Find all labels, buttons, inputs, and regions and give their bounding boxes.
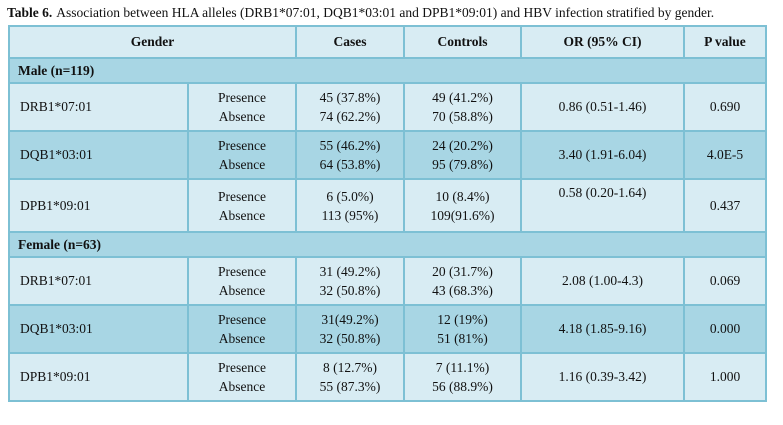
- presence-absence-cell: Presence Absence: [187, 256, 297, 307]
- allele-cell: DQB1*03:01: [8, 304, 189, 355]
- header-cases: Cases: [295, 25, 405, 60]
- cases-cell: 6 (5.0%) 113 (95%): [295, 178, 405, 234]
- table-row-male-dpb1: DPB1*09:01 Presence Absence 6 (5.0%) 113…: [8, 178, 767, 234]
- presence-label: Presence: [218, 264, 266, 280]
- header-controls: Controls: [403, 25, 522, 60]
- cases-absence-value: 32 (50.8%): [319, 331, 381, 347]
- or-cell: 0.86 (0.51-1.46): [520, 82, 685, 133]
- controls-presence-value: 7 (11.1%): [435, 360, 490, 376]
- cases-presence-value: 45 (37.8%): [319, 90, 381, 106]
- absence-label: Absence: [218, 283, 266, 299]
- header-or-ci: OR (95% CI): [520, 25, 685, 60]
- controls-cell: 20 (31.7%) 43 (68.3%): [403, 256, 522, 307]
- absence-label: Absence: [218, 157, 266, 173]
- p-value-cell: 4.0E-5: [683, 130, 767, 181]
- table-row-female-drb1: DRB1*07:01 Presence Absence 31 (49.2%) 3…: [8, 256, 767, 307]
- controls-cell: 12 (19%) 51 (81%): [403, 304, 522, 355]
- or-cell: 4.18 (1.85-9.16): [520, 304, 685, 355]
- controls-cell: 24 (20.2%) 95 (79.8%): [403, 130, 522, 181]
- controls-presence-value: 49 (41.2%): [432, 90, 493, 106]
- controls-cell: 10 (8.4%) 109(91.6%): [403, 178, 522, 234]
- presence-label: Presence: [218, 360, 266, 376]
- table-row-female-dqb1: DQB1*03:01 Presence Absence 31(49.2%) 32…: [8, 304, 767, 355]
- cases-cell: 45 (37.8%) 74 (62.2%): [295, 82, 405, 133]
- header-p-value: P value: [683, 25, 767, 60]
- allele-cell: DRB1*07:01: [8, 256, 189, 307]
- controls-presence-value: 24 (20.2%): [432, 138, 493, 154]
- controls-absence-value: 51 (81%): [437, 331, 488, 347]
- table-header-row: Gender Cases Controls OR (95% CI) P valu…: [8, 25, 767, 60]
- cases-absence-value: 113 (95%): [321, 207, 379, 223]
- absence-label: Absence: [218, 109, 266, 125]
- table-row-male-dqb1: DQB1*03:01 Presence Absence 55 (46.2%) 6…: [8, 130, 767, 181]
- p-value-cell: 0.069: [683, 256, 767, 307]
- cases-absence-value: 55 (87.3%): [319, 379, 381, 395]
- table-row-female-dpb1: DPB1*09:01 Presence Absence 8 (12.7%) 55…: [8, 352, 767, 403]
- cases-cell: 31(49.2%) 32 (50.8%): [295, 304, 405, 355]
- presence-absence-cell: Presence Absence: [187, 82, 297, 133]
- table-caption-number: Table 6.: [7, 5, 53, 20]
- presence-absence-cell: Presence Absence: [187, 352, 297, 403]
- p-value-cell: 0.000: [683, 304, 767, 355]
- or-cell: 0.58 (0.20-1.64): [520, 178, 685, 234]
- controls-presence-value: 10 (8.4%): [435, 188, 490, 204]
- presence-label: Presence: [218, 312, 266, 328]
- cases-presence-value: 31(49.2%): [321, 312, 379, 328]
- controls-absence-value: 95 (79.8%): [432, 157, 493, 173]
- section-row-female: Female (n=63): [8, 231, 767, 259]
- absence-label: Absence: [218, 331, 266, 347]
- absence-label: Absence: [218, 207, 266, 223]
- presence-absence-cell: Presence Absence: [187, 304, 297, 355]
- table-row-male-drb1: DRB1*07:01 Presence Absence 45 (37.8%) 7…: [8, 82, 767, 133]
- hla-hbv-association-table: Gender Cases Controls OR (95% CI) P valu…: [8, 25, 767, 403]
- p-value-cell: 0.690: [683, 82, 767, 133]
- controls-absence-value: 43 (68.3%): [432, 283, 493, 299]
- allele-cell: DPB1*09:01: [8, 178, 189, 234]
- presence-label: Presence: [218, 188, 266, 204]
- allele-cell: DQB1*03:01: [8, 130, 189, 181]
- cases-absence-value: 74 (62.2%): [319, 109, 381, 125]
- controls-absence-value: 109(91.6%): [430, 207, 495, 223]
- header-gender: Gender: [8, 25, 297, 60]
- cases-presence-value: 31 (49.2%): [319, 264, 381, 280]
- controls-absence-value: 70 (58.8%): [432, 109, 493, 125]
- or-cell: 3.40 (1.91-6.04): [520, 130, 685, 181]
- cases-presence-value: 8 (12.7%): [323, 360, 377, 376]
- section-row-male: Male (n=119): [8, 57, 767, 85]
- table-caption: Table 6. Association between HLA alleles …: [0, 0, 782, 25]
- allele-cell: DPB1*09:01: [8, 352, 189, 403]
- controls-absence-value: 56 (88.9%): [432, 379, 493, 395]
- controls-presence-value: 20 (31.7%): [432, 264, 493, 280]
- presence-label: Presence: [218, 90, 266, 106]
- allele-cell: DRB1*07:01: [8, 82, 189, 133]
- or-cell: 2.08 (1.00-4.3): [520, 256, 685, 307]
- cases-cell: 55 (46.2%) 64 (53.8%): [295, 130, 405, 181]
- p-value-cell: 0.437: [683, 178, 767, 234]
- cases-presence-value: 6 (5.0%): [326, 188, 374, 204]
- absence-label: Absence: [218, 379, 266, 395]
- cases-cell: 31 (49.2%) 32 (50.8%): [295, 256, 405, 307]
- or-cell: 1.16 (0.39-3.42): [520, 352, 685, 403]
- p-value-cell: 1.000: [683, 352, 767, 403]
- cases-absence-value: 64 (53.8%): [319, 157, 381, 173]
- cases-presence-value: 55 (46.2%): [319, 138, 381, 154]
- controls-cell: 7 (11.1%) 56 (88.9%): [403, 352, 522, 403]
- presence-label: Presence: [218, 138, 266, 154]
- cases-cell: 8 (12.7%) 55 (87.3%): [295, 352, 405, 403]
- cases-absence-value: 32 (50.8%): [319, 283, 381, 299]
- controls-cell: 49 (41.2%) 70 (58.8%): [403, 82, 522, 133]
- table-caption-text: Association between HLA alleles (DRB1*07…: [56, 5, 715, 20]
- section-title-female: Female (n=63): [8, 231, 767, 259]
- controls-presence-value: 12 (19%): [437, 312, 488, 328]
- presence-absence-cell: Presence Absence: [187, 178, 297, 234]
- section-title-male: Male (n=119): [8, 57, 767, 85]
- presence-absence-cell: Presence Absence: [187, 130, 297, 181]
